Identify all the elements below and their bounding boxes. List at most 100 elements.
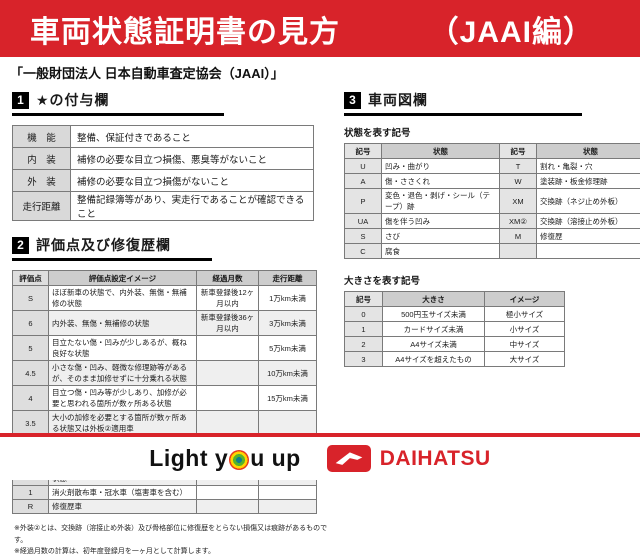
brand-footer: Light y u up DAIHATSU [0, 433, 640, 480]
symbol-cell: S [345, 229, 382, 244]
grade-cell: R [13, 500, 49, 514]
grade-cell: 1 [13, 486, 49, 500]
symbol-cell: 1 [345, 322, 383, 337]
criteria-label: 外 装 [13, 170, 71, 192]
criteria-desc: 整備、保証付きであること [71, 126, 314, 148]
slogan-text-left: Light y [149, 445, 228, 472]
grade-mileage-cell: 5万km未満 [259, 336, 317, 361]
grade-mileage-cell: 3万km未満 [259, 311, 317, 336]
section-grade-header: 2 評価点及び修復歴欄 [12, 235, 212, 261]
grade-image-cell: 大小の加修を必要とする箇所が数ヶ所ある状態又は外板②適用車 [49, 411, 197, 436]
state-desc-cell: 修復歴 [537, 229, 640, 244]
daihatsu-logo: DAIHATSU [327, 445, 491, 472]
grade-mileage-cell: 1万km未満 [259, 286, 317, 311]
grade-image-cell: 小さな傷・凹み、軽微な修理跡等があるが、そのまま加修せずに十分乗れる状態 [49, 361, 197, 386]
symbol-cell: 0 [345, 307, 383, 322]
grade-image-cell: ほぼ新車の状態で、内外装、無傷・無補修の状態 [49, 286, 197, 311]
grade-months-cell [197, 336, 259, 361]
grade-mileage-cell [259, 500, 317, 514]
grade-months-cell [197, 361, 259, 386]
table-header-row: 評価点 評価点設定イメージ 経過月数 走行距離 [13, 271, 317, 286]
state-desc-cell [537, 244, 640, 259]
state-symbols-table: 記号 状態 記号 状態 U 凹み・曲がり T 割れ・亀裂・穴 A 傷・ささくれ … [344, 143, 640, 259]
page-banner: 車両状態証明書の見方 （JAAI編） [0, 0, 640, 57]
state-desc-cell: 傷・ささくれ [382, 174, 500, 189]
state-desc-cell: 交換跡（溶接止め外板） [537, 214, 640, 229]
left-column: 1 ★の付与欄 機 能 整備、保証付きであること 内 装 補修の必要な目立つ損傷… [12, 86, 330, 558]
table-row: 外 装 補修の必要な目立つ損傷がないこと [13, 170, 314, 192]
slogan-text-right: u up [250, 445, 301, 472]
table-row: 3.5 大小の加修を必要とする箇所が数ヶ所ある状態又は外板②適用車 [13, 411, 317, 436]
section-number-badge: 3 [344, 92, 361, 109]
table-row: S さび M 修復歴 [345, 229, 640, 244]
page-title: 車両状態証明書の見方 [30, 7, 340, 51]
grade-cell: 4 [13, 386, 49, 411]
symbol-cell: A [345, 174, 382, 189]
page-title-edition: （JAAI編） [429, 7, 594, 51]
organization-subtitle: 「一般財団法人 日本自動車査定協会（JAAI）」 [0, 57, 640, 84]
grade-months-cell [197, 386, 259, 411]
star-criteria-table: 機 能 整備、保証付きであること 内 装 補修の必要な目立つ損傷、悪臭等がないこ… [12, 125, 314, 221]
footnotes: ※外装②とは、交換跡（溶接止め外装）及び骨格部位に修復歴をとらない損傷又は痕跡が… [12, 523, 330, 558]
grade-months-cell: 新車登録後12ヶ月以内 [197, 286, 259, 311]
section-number-badge: 1 [12, 92, 29, 109]
table-row: 機 能 整備、保証付きであること [13, 126, 314, 148]
symbol-cell: P [345, 189, 382, 214]
table-row: 4.5 小さな傷・凹み、軽微な修理跡等があるが、そのまま加修せずに十分乗れる状態… [13, 361, 317, 386]
table-row: C 腐食 [345, 244, 640, 259]
content-columns: 1 ★の付与欄 機 能 整備、保証付きであること 内 装 補修の必要な目立つ損傷… [0, 84, 640, 558]
table-row: UA 傷を伴う凹み XM② 交換跡（溶接止め外板） [345, 214, 640, 229]
symbol-cell: 3 [345, 352, 383, 367]
col-header-state: 状態 [382, 144, 500, 159]
size-desc-cell: 500円玉サイズ未満 [383, 307, 485, 322]
col-header-size: 大きさ [383, 292, 485, 307]
symbol-cell: 2 [345, 337, 383, 352]
footnote-line: ※外装②とは、交換跡（溶接止め外装）及び骨格部位に修復歴をとらない損傷又は痕跡が… [14, 523, 330, 546]
size-desc-cell: カードサイズ未満 [383, 322, 485, 337]
symbol-cell: M [500, 229, 537, 244]
table-row: 3 A4サイズを超えたもの 大サイズ [345, 352, 565, 367]
col-header-symbol: 記号 [345, 144, 382, 159]
size-image-cell: 大サイズ [485, 352, 565, 367]
section-star-title: ★の付与欄 [36, 90, 110, 110]
section-grade-title: 評価点及び修復歴欄 [36, 235, 171, 255]
size-symbols-label: 大きさを表す記号 [344, 273, 634, 287]
light-you-up-o-icon [229, 450, 249, 470]
grade-image-cell: 内外装、無傷・無補修の状態 [49, 311, 197, 336]
state-desc-cell: 割れ・亀裂・穴 [537, 159, 640, 174]
state-desc-cell: 傷を伴う凹み [382, 214, 500, 229]
grade-image-cell: 修復歴車 [49, 500, 197, 514]
section-number-badge: 2 [12, 237, 29, 254]
right-column: 3 車両図欄 状態を表す記号 記号 状態 記号 状態 U 凹み・曲がり T 割れ… [330, 86, 634, 558]
size-image-cell: 小サイズ [485, 322, 565, 337]
table-row: 1 カードサイズ未満 小サイズ [345, 322, 565, 337]
table-row: S ほぼ新車の状態で、内外装、無傷・無補修の状態 新車登録後12ヶ月以内 1万k… [13, 286, 317, 311]
criteria-desc: 補修の必要な目立つ損傷、悪臭等がないこと [71, 148, 314, 170]
criteria-desc: 補修の必要な目立つ損傷がないこと [71, 170, 314, 192]
grade-months-cell [197, 500, 259, 514]
grade-months-cell: 新車登録後36ヶ月以内 [197, 311, 259, 336]
symbol-cell: W [500, 174, 537, 189]
table-row: 4 目立つ傷・凹み等が少しあり、加修が必要と思われる箇所が数ヶ所ある状態 15万… [13, 386, 317, 411]
table-row: P 変色・退色・剥げ・シール（テープ）跡 XM 交換跡（ネジ止め外板） [345, 189, 640, 214]
section-diagram-title: 車両図欄 [368, 90, 428, 110]
table-row: 5 目立たない傷・凹みが少しあるが、概ね良好な状態 5万km未満 [13, 336, 317, 361]
size-image-cell: 中サイズ [485, 337, 565, 352]
symbol-cell: U [345, 159, 382, 174]
grade-image-cell: 目立つ傷・凹み等が少しあり、加修が必要と思われる箇所が数ヶ所ある状態 [49, 386, 197, 411]
grade-mileage-cell [259, 486, 317, 500]
size-image-cell: 極小サイズ [485, 307, 565, 322]
table-row: R 修復歴車 [13, 500, 317, 514]
grade-cell: 4.5 [13, 361, 49, 386]
table-row: 6 内外装、無傷・無補修の状態 新車登録後36ヶ月以内 3万km未満 [13, 311, 317, 336]
state-desc-cell: 変色・退色・剥げ・シール（テープ）跡 [382, 189, 500, 214]
state-desc-cell: さび [382, 229, 500, 244]
size-desc-cell: A4サイズ未満 [383, 337, 485, 352]
symbol-cell: UA [345, 214, 382, 229]
symbol-cell: T [500, 159, 537, 174]
symbol-cell: C [345, 244, 382, 259]
table-row: U 凹み・曲がり T 割れ・亀裂・穴 [345, 159, 640, 174]
col-header-state: 状態 [537, 144, 640, 159]
light-you-up-logo: Light y u up [149, 445, 300, 472]
section-diagram-header: 3 車両図欄 [344, 90, 582, 116]
